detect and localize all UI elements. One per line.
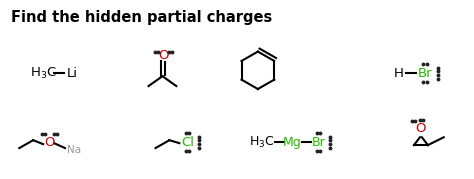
Text: O: O bbox=[44, 136, 55, 149]
Text: Na: Na bbox=[67, 145, 81, 155]
Text: $\mathsf{H_3C}$: $\mathsf{H_3C}$ bbox=[249, 135, 274, 150]
Text: Br: Br bbox=[418, 67, 432, 80]
Text: Find the hidden partial charges: Find the hidden partial charges bbox=[11, 10, 273, 25]
Text: Li: Li bbox=[66, 67, 77, 80]
Text: O: O bbox=[416, 122, 426, 135]
Text: $\mathsf{H_3C}$: $\mathsf{H_3C}$ bbox=[30, 66, 56, 81]
Text: H: H bbox=[394, 67, 404, 80]
Text: Br: Br bbox=[311, 136, 325, 149]
Text: Mg: Mg bbox=[283, 136, 301, 149]
Text: O: O bbox=[158, 49, 169, 62]
Text: Cl: Cl bbox=[181, 136, 194, 149]
